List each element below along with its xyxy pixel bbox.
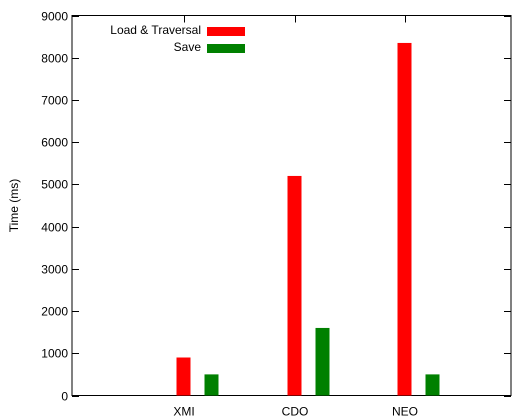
- bar-save-xmi: [204, 374, 219, 396]
- legend-swatch-load-traversal: [207, 27, 245, 36]
- x-tick-label: NEO: [392, 405, 418, 419]
- y-tick-label: 0: [61, 390, 68, 404]
- bar-load-traversal-neo: [397, 42, 412, 396]
- legend-label-load-traversal: Load & Traversal: [110, 23, 201, 37]
- y-tick-label: 3000: [41, 263, 68, 277]
- y-tick-label: 4000: [41, 221, 68, 235]
- y-tick-label: 5000: [41, 178, 68, 192]
- bar-save-neo: [425, 374, 440, 396]
- y-tick-label: 6000: [41, 136, 68, 150]
- x-tick-label: XMI: [173, 405, 194, 419]
- y-axis-title: Time (ms): [7, 179, 21, 233]
- y-tick-label: 1000: [41, 347, 68, 361]
- y-tick-label: 2000: [41, 305, 68, 319]
- bars: [176, 42, 440, 396]
- y-axis-ticks: 0 1000 2000 3000 4000 5000 6000 7000 8000 9000: [41, 10, 511, 404]
- bar-load-traversal-cdo: [287, 175, 302, 396]
- bar-load-traversal-xmi: [176, 357, 191, 396]
- legend: Load & Traversal Save: [110, 23, 245, 54]
- y-tick-label: 9000: [41, 10, 68, 24]
- x-axis-ticks: XMI CDO NEO: [173, 15, 418, 419]
- y-tick-label: 8000: [41, 52, 68, 66]
- y-tick-label: 7000: [41, 94, 68, 108]
- legend-label-save: Save: [174, 40, 202, 54]
- bar-save-cdo: [315, 327, 330, 396]
- x-tick-label: CDO: [282, 405, 309, 419]
- legend-swatch-save: [207, 44, 245, 53]
